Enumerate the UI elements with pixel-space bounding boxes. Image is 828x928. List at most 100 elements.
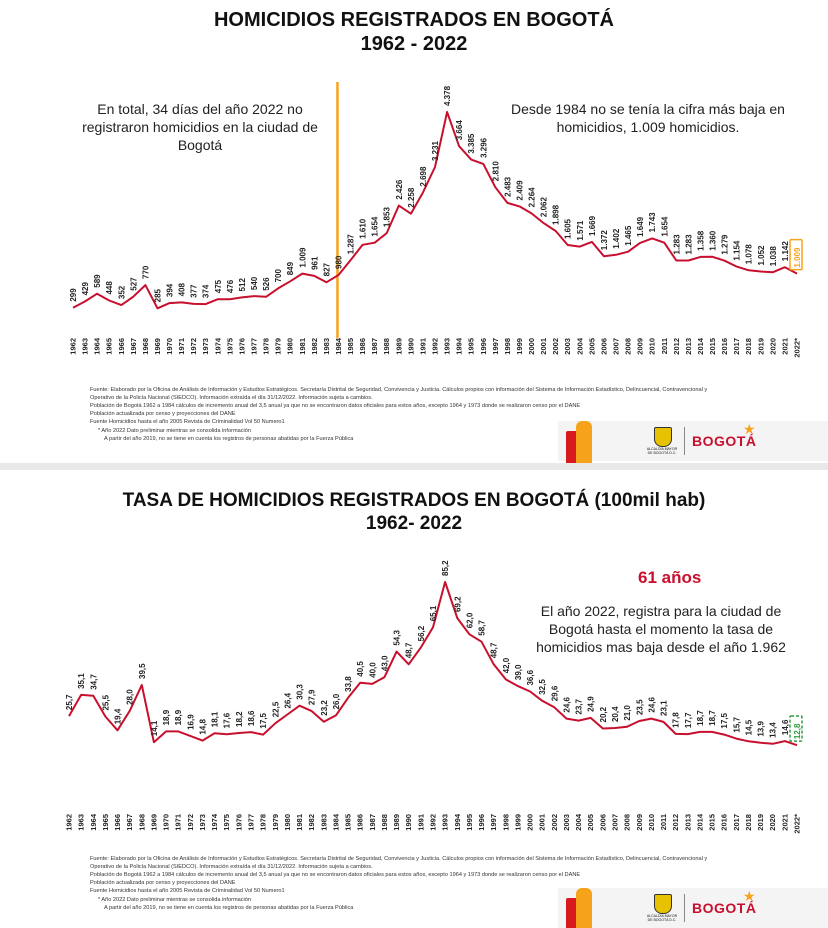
data-label: 2.698 — [419, 166, 428, 187]
slide-tasa-homicidios: TASA DE HOMICIDIOS REGISTRADOS EN BOGOTÁ… — [0, 470, 828, 928]
x-tick-label: 2011 — [660, 338, 669, 354]
x-tick-label: 1968 — [141, 338, 150, 355]
data-label: 1.402 — [612, 228, 621, 249]
data-label: 62,0 — [465, 612, 474, 628]
x-tick-label: 2015 — [708, 814, 717, 831]
data-label: 13,9 — [757, 721, 766, 737]
data-label: 1.279 — [721, 234, 730, 255]
data-label: 1.610 — [359, 218, 368, 239]
data-label: 17,6 — [223, 712, 232, 728]
chart2-highlight: 61 años — [638, 568, 702, 587]
data-label: 1.654 — [371, 216, 380, 237]
data-label: 48,7 — [405, 642, 414, 658]
x-tick-label: 2001 — [538, 814, 547, 831]
data-label: 39,5 — [138, 663, 147, 679]
data-label: 1.142 — [781, 241, 790, 262]
data-label: 1.465 — [624, 225, 633, 246]
x-tick-label: 1976 — [234, 814, 243, 831]
x-tick-label: 2006 — [598, 814, 607, 831]
x-tick-label: 1970 — [165, 338, 174, 355]
data-label: 18,1 — [211, 711, 220, 727]
data-label: 13,4 — [769, 722, 778, 738]
chart2-footer: Fuente: Elaborado por la Oficina de Anál… — [90, 855, 730, 912]
x-tick-label: 2004 — [575, 337, 584, 355]
data-label: 2.409 — [515, 180, 524, 201]
x-tick-label: 2013 — [684, 338, 693, 355]
x-tick-label: 2006 — [599, 338, 608, 355]
data-label: 1.287 — [347, 234, 356, 255]
x-tick-label: 1980 — [286, 338, 295, 355]
chart1-note-right: Desde 1984 no se tenía la cifra más baja… — [511, 101, 785, 136]
data-label: 1.009 — [793, 247, 802, 268]
data-label: 1.360 — [709, 230, 718, 251]
x-tick-label: 2018 — [744, 338, 753, 355]
x-tick-label: 1970 — [162, 814, 171, 831]
data-label: 35,1 — [77, 673, 86, 689]
data-label: 15,7 — [732, 716, 741, 732]
footer-population: Población de Bogotá 1962 a 1984 cálculos… — [90, 403, 581, 410]
data-label: 1.078 — [745, 244, 754, 265]
data-label: 16,9 — [186, 714, 195, 730]
x-tick-label: 1987 — [370, 338, 379, 355]
x-tick-label: 2016 — [720, 814, 729, 831]
x-tick-label: 2014 — [695, 813, 704, 831]
data-label: 18,7 — [696, 710, 705, 726]
x-tick-label: 2011 — [659, 814, 668, 830]
data-label: 3.664 — [455, 120, 464, 141]
data-label: 20,4 — [611, 706, 620, 722]
alcaldia-label: ALCALDÍA MAYOR DE BOGOTÁ D.C. — [646, 914, 678, 922]
x-tick-label: 1990 — [406, 338, 415, 355]
data-label: 1.654 — [660, 216, 669, 237]
data-label: 540 — [250, 276, 259, 290]
data-label: 17,7 — [684, 712, 693, 728]
data-label: 18,6 — [247, 710, 256, 726]
data-label: 526 — [262, 277, 271, 291]
chart1-title: HOMICIDIOS REGISTRADOS EN BOGOTÁ — [213, 9, 615, 31]
x-tick-label: 1983 — [319, 814, 328, 831]
chart1-footer: Fuente: Elaborado por la Oficina de Anál… — [90, 386, 730, 443]
logos-bar: ALCALDÍA MAYOR DE BOGOTÁ D.C. BOGOTÁ ★ — [558, 888, 828, 928]
x-tick-label: 2008 — [623, 814, 632, 831]
x-tick-label: 1978 — [259, 814, 268, 831]
data-label: 961 — [310, 256, 319, 270]
data-label: 27,9 — [308, 689, 317, 705]
x-tick-label: 1985 — [346, 338, 355, 355]
x-tick-label: 1973 — [201, 338, 210, 355]
data-label: 17,5 — [259, 712, 268, 728]
footer-homicide-source: Fuente Homicidios hasta el año 2005 Revi… — [90, 419, 285, 426]
data-label: 4.378 — [443, 85, 452, 106]
chart2-subtitle: 1962- 2022 — [365, 512, 463, 534]
data-label: 1.052 — [757, 245, 766, 266]
data-label: 3.296 — [479, 137, 488, 158]
data-label: 512 — [238, 278, 247, 292]
data-label: 770 — [141, 265, 150, 279]
data-label: 34,7 — [89, 674, 98, 690]
x-tick-label: 2015 — [708, 338, 717, 355]
x-tick-label: 1988 — [380, 814, 389, 831]
x-tick-label: 2002 — [551, 338, 560, 355]
data-label: 2.426 — [395, 179, 404, 200]
last-value-box — [789, 715, 803, 742]
data-label: 58,7 — [478, 620, 487, 636]
data-label: 22,5 — [271, 701, 280, 717]
data-label: 1.283 — [684, 234, 693, 255]
data-label: 18,2 — [235, 711, 244, 727]
data-label: 2.810 — [491, 161, 500, 182]
data-label: 23,1 — [660, 700, 669, 716]
data-label: 1.571 — [576, 220, 585, 241]
data-label: 476 — [226, 279, 235, 293]
data-label: 29,6 — [550, 685, 559, 701]
data-label: 40,5 — [356, 661, 365, 677]
x-tick-label: 1979 — [271, 814, 280, 831]
x-tick-label: 1968 — [137, 814, 146, 831]
x-tick-label: 2010 — [648, 338, 657, 355]
data-label: 12,8 — [793, 723, 802, 739]
data-label: 18,9 — [162, 709, 171, 725]
x-tick-label: 1969 — [149, 814, 158, 831]
x-tick-label: 2013 — [683, 814, 692, 831]
x-tick-label: 1994 — [455, 337, 464, 355]
data-label: 25,7 — [65, 694, 74, 710]
data-label: 1.743 — [648, 212, 657, 233]
data-label: 1.372 — [600, 230, 609, 251]
x-tick-label: 2001 — [539, 338, 548, 355]
